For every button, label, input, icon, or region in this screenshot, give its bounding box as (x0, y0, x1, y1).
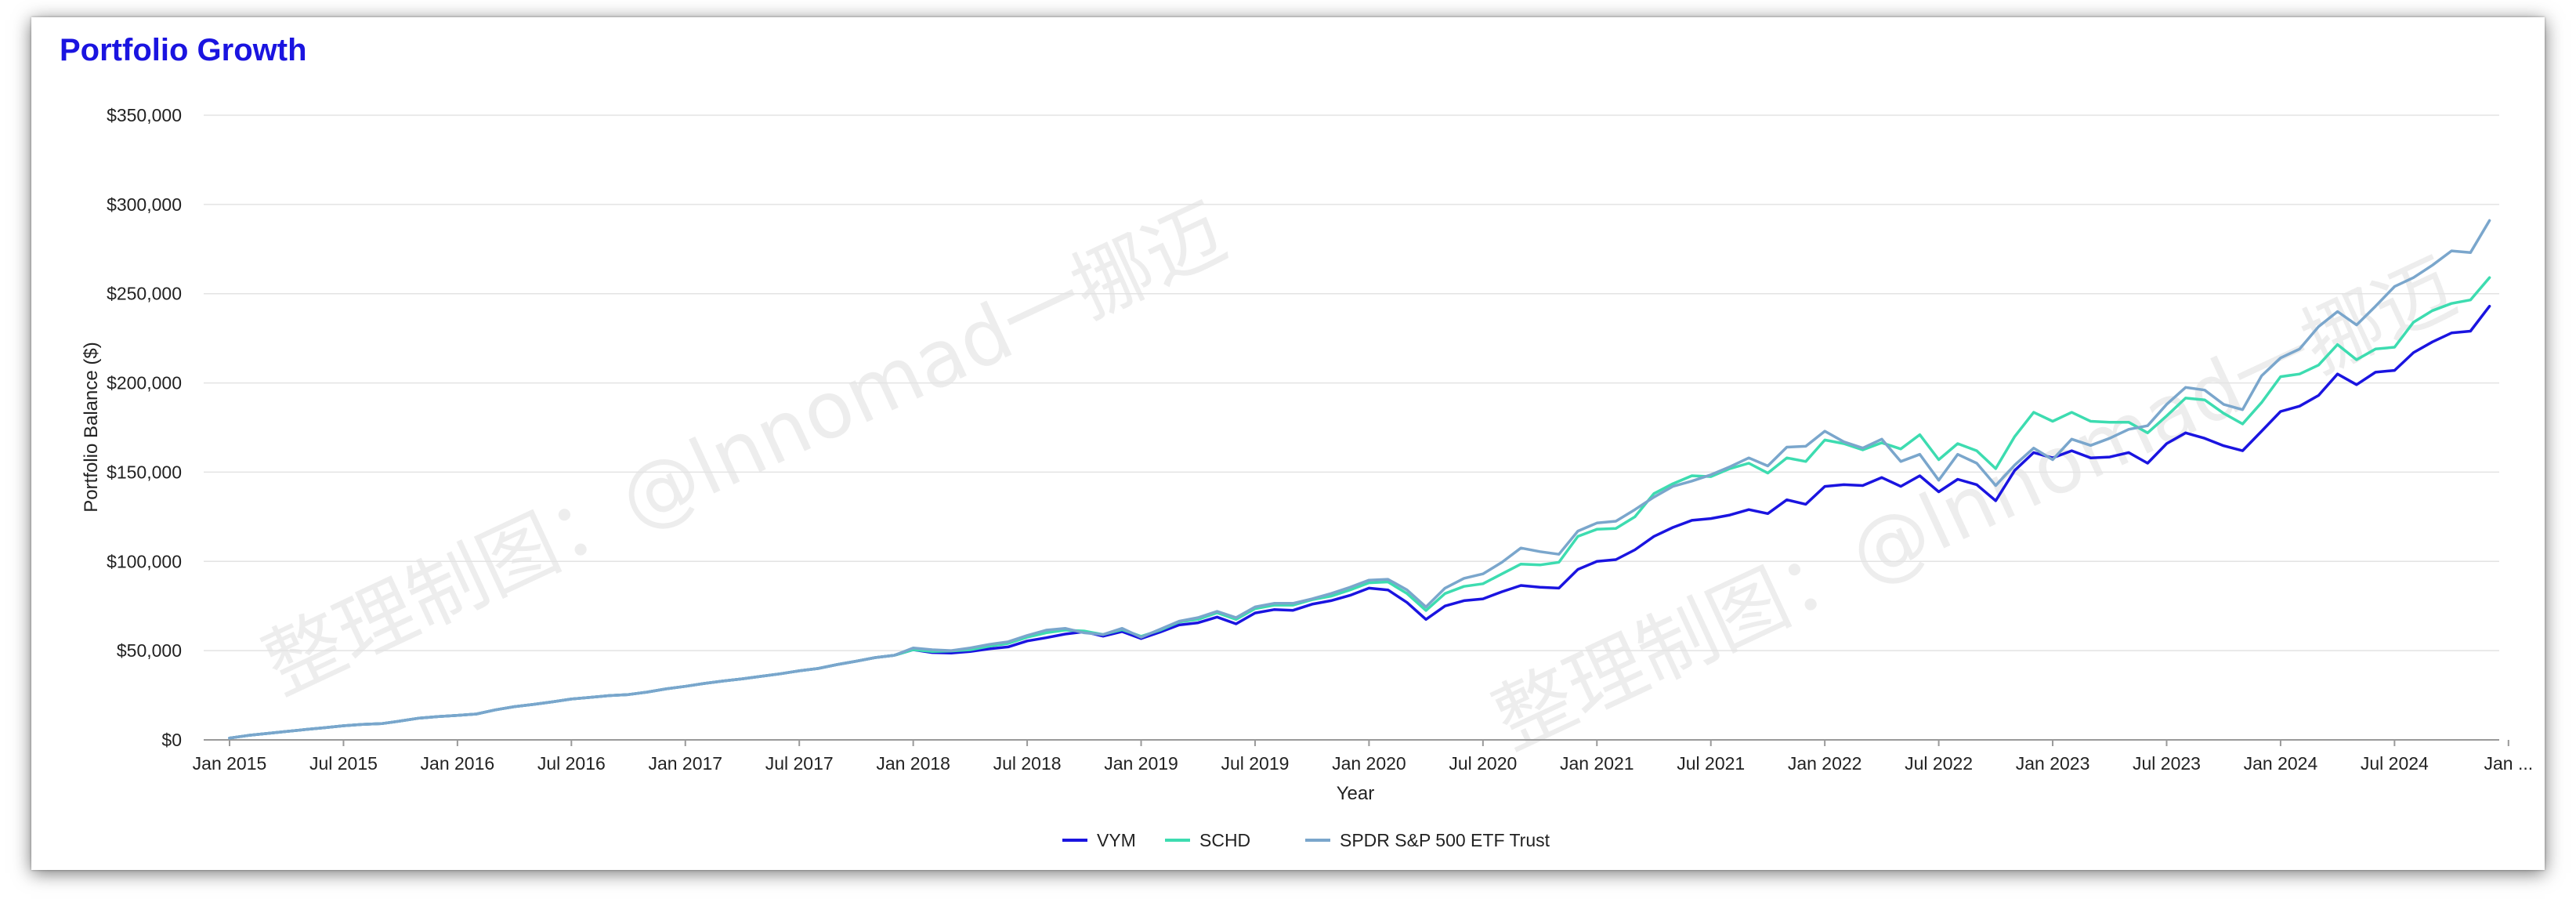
series-line-spdr-s-p-500-etf-trust (228, 219, 2491, 740)
x-tick-label: Jul 2023 (2133, 753, 2201, 774)
series-line-schd (228, 276, 2491, 740)
chart-title: Portfolio Growth (60, 33, 307, 67)
x-tick-label: Jul 2022 (1905, 753, 1973, 774)
chart-card: Portfolio Growth 整理制图：@lnnomad一挪迈 整理制图：@… (31, 17, 2545, 870)
y-tick-label: $300,000 (107, 194, 182, 215)
portfolio-growth-chart: $0 $50,000 $100,000 $150,000 $200,000 $250,00… (81, 105, 2533, 850)
x-tick-label: Jan 2021 (1560, 753, 1634, 774)
x-axis-title: Year (1337, 783, 1375, 804)
x-tick-label: Jul 2018 (993, 753, 1062, 774)
x-tick-label: Jan 2016 (421, 753, 495, 774)
x-tick-label: Jan 2015 (193, 753, 267, 774)
x-tick-label: Jan 2022 (1788, 753, 1862, 774)
y-tick-label: $200,000 (107, 373, 182, 393)
x-tick-label: Jul 2020 (1449, 753, 1517, 774)
y-tick-label: $50,000 (117, 640, 182, 661)
y-tick-label: $100,000 (107, 551, 182, 571)
x-tick-label: Jan ... (2484, 753, 2533, 774)
x-tick-label: Jan 2020 (1332, 753, 1406, 774)
series-line-vym (228, 304, 2491, 740)
y-tick-label: $350,000 (107, 105, 182, 125)
x-tick-label: Jan 2019 (1104, 753, 1178, 774)
x-tick-label: Jul 2017 (765, 753, 834, 774)
legend-label: VYM (1097, 830, 1136, 850)
y-axis-title: Portfolio Balance ($) (81, 342, 102, 512)
x-tick-label: Jul 2021 (1677, 753, 1745, 774)
legend-label: SPDR S&P 500 ETF Trust (1340, 830, 1550, 850)
y-tick-label: $0 (161, 730, 182, 750)
y-tick-label: $150,000 (107, 462, 182, 482)
y-tick-label: $250,000 (107, 284, 182, 304)
x-tick-label: Jul 2015 (309, 753, 378, 774)
x-tick-label: Jan 2023 (2016, 753, 2090, 774)
x-tick-label: Jul 2016 (537, 753, 606, 774)
legend-label: SCHD (1199, 830, 1250, 850)
x-tick-label: Jan 2018 (876, 753, 950, 774)
x-tick-label: Jul 2024 (2361, 753, 2429, 774)
x-tick-label: Jan 2017 (648, 753, 722, 774)
x-tick-label: Jul 2019 (1221, 753, 1289, 774)
x-tick-label: Jan 2024 (2244, 753, 2318, 774)
